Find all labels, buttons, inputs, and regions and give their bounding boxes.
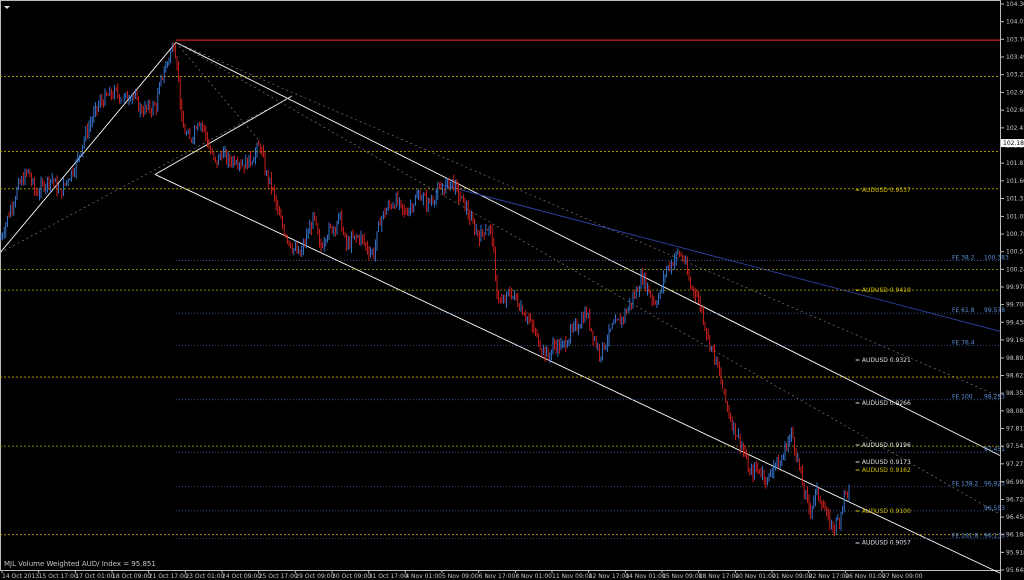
- x-tick-label: 8 Nov 01:00: [515, 573, 552, 580]
- y-tick-label: 103.228: [1006, 72, 1024, 79]
- y-tick-label: 104.038: [1006, 19, 1024, 26]
- y-tick-label: 97.543: [1006, 443, 1024, 450]
- fib-level-value: 97.451: [984, 446, 1005, 453]
- channel-line[interactable]: [175, 42, 1001, 456]
- fib-level-value: 96.553: [984, 505, 1005, 512]
- audusd-annotation: = AUDUSD 0.9196: [855, 442, 911, 449]
- index-caption: MJL Volume Weighted AUD/ Index = 95.851: [4, 560, 156, 568]
- y-tick-label: 101.333: [1006, 195, 1024, 202]
- x-tick-label: 15 Oct 17:00: [39, 573, 78, 580]
- grid-layer: [0, 0, 1001, 571]
- y-tick-label: 103.498: [1006, 54, 1024, 61]
- y-tick-label: 99.708: [1006, 302, 1024, 309]
- channel-line[interactable]: [439, 183, 1001, 332]
- x-tick-label: 27 Nov 09:00: [882, 573, 923, 580]
- y-tick-label: 102.953: [1006, 90, 1024, 97]
- y-tick-label: 100.788: [1006, 231, 1024, 238]
- x-tick-label: 6 Nov 17:00: [479, 573, 516, 580]
- y-tick-label: 96.728: [1006, 496, 1024, 503]
- x-tick-label: 4 Nov 01:00: [405, 573, 442, 580]
- x-tick-label: 24 Oct 09:00: [222, 573, 261, 580]
- x-tick-label: 14 Oct 2013: [2, 573, 39, 580]
- x-tick-label: 29 Oct 09:00: [295, 573, 334, 580]
- y-tick-label: 96.998: [1006, 479, 1024, 486]
- label-layer: FE 38.2 100.383 FE 61.8 99.578 FE 76.4 FE 100…: [855, 187, 1009, 546]
- y-tick-label: 98.083: [1006, 408, 1024, 415]
- y-tick-label: 102.413: [1006, 125, 1024, 132]
- channel-line[interactable]: [0, 42, 177, 254]
- y-tick-label: 98.623: [1006, 373, 1024, 380]
- current-price-box: [1001, 139, 1024, 148]
- fib-level-label: FE 76.4: [952, 340, 975, 347]
- y-tick-label: 98.353: [1006, 390, 1024, 397]
- channel-layer: [0, 42, 1001, 574]
- y-tick-label: 95.648: [1006, 567, 1024, 574]
- y-tick-label: 96.188: [1006, 532, 1024, 539]
- x-tick-label: 14 Nov 01:00: [625, 573, 666, 580]
- channel-line[interactable]: [154, 95, 293, 175]
- y-tick-label: 101.058: [1006, 213, 1024, 220]
- x-tick-label: 18 Oct 09:00: [112, 573, 151, 580]
- x-tick-label: 15 Nov 09:00: [662, 573, 703, 580]
- channel-median-line[interactable]: [175, 42, 1001, 397]
- channel-median-line[interactable]: [0, 95, 293, 254]
- y-tick-label: 97.273: [1006, 461, 1024, 468]
- x-tick-label: 18 Nov 17:00: [699, 573, 740, 580]
- fib-level-value: 98.253: [984, 394, 1005, 401]
- x-tick-label: 11 Nov 09:00: [552, 573, 593, 580]
- candle-layer: [0, 42, 850, 537]
- y-tick-label: 95.918: [1006, 549, 1024, 556]
- fib-level-value: 96.133: [984, 532, 1005, 539]
- fib-level-label: FE 138.2: [952, 481, 979, 488]
- x-tick-label: 23 Oct 01:00: [185, 573, 224, 580]
- x-tick-label: 22 Nov 17:00: [809, 573, 850, 580]
- fib-level-label: FE 161.8: [952, 532, 979, 539]
- audusd-annotation: = AUDUSD 0.9057: [855, 539, 911, 546]
- audusd-annotation: = AUDUSD 0.9100: [855, 508, 911, 515]
- y-tick-label: 103.768: [1006, 36, 1024, 43]
- fib-level-value: 96.923: [984, 481, 1005, 488]
- audusd-annotation: = AUDUSD 0.9266: [855, 400, 911, 407]
- y-tick-label: 101.603: [1006, 178, 1024, 185]
- x-tick-label: 21 Nov 09:00: [772, 573, 813, 580]
- channel-median-line[interactable]: [175, 42, 1001, 515]
- x-tick-label: 30 Oct 09:00: [332, 573, 371, 580]
- audusd-annotation: = AUDUSD 0.9321: [855, 357, 911, 364]
- y-tick-label: 99.438: [1006, 319, 1024, 326]
- menu-arrow-icon[interactable]: [4, 6, 10, 9]
- fib-level-value: 100.383: [984, 255, 1009, 262]
- fib-level-value: 99.578: [984, 307, 1005, 314]
- y-tick-label: 100.248: [1006, 266, 1024, 273]
- x-tick-label: 21 Oct 17:00: [149, 573, 188, 580]
- channel-median-line[interactable]: [175, 42, 261, 142]
- x-tick-label: 25 Oct 17:00: [259, 573, 298, 580]
- audusd-annotation: = AUDUSD 0.9537: [855, 187, 911, 194]
- y-tick-label: 99.978: [1006, 284, 1024, 291]
- x-tick-label: 26 Nov 01:00: [845, 573, 886, 580]
- audusd-annotation: = AUDUSD 0.9410: [855, 287, 911, 294]
- audusd-annotation: = AUDUSD 0.9162: [855, 467, 911, 474]
- y-tick-label: 99.168: [1006, 337, 1024, 344]
- x-tick-label: 17 Oct 01:00: [75, 573, 114, 580]
- y-tick-label: 101.873: [1006, 160, 1024, 167]
- x-tick-label: 12 Nov 17:00: [589, 573, 630, 580]
- plot-frame: [0, 0, 1001, 571]
- x-tick-label: 5 Nov 09:00: [442, 573, 479, 580]
- y-tick-label: 100.518: [1006, 249, 1024, 256]
- y-tick-label: 96.458: [1006, 514, 1024, 521]
- fib-level-label: FE 38.2: [952, 255, 975, 262]
- fib-level-label: FE 100: [952, 394, 973, 401]
- y-tick-label: 98.893: [1006, 355, 1024, 362]
- audusd-annotation: = AUDUSD 0.9173: [855, 459, 911, 466]
- level-layer: [0, 39, 1000, 539]
- x-tick-label: 20 Nov 01:00: [735, 573, 776, 580]
- fib-level-label: FE 61.8: [952, 307, 975, 314]
- y-tick-label: 97.813: [1006, 426, 1024, 433]
- y-tick-label: 104.308: [1006, 1, 1024, 8]
- x-tick-label: 31 Oct 17:00: [369, 573, 408, 580]
- y-tick-label: 102.683: [1006, 107, 1024, 114]
- current-price-label: 102.180: [1003, 140, 1024, 147]
